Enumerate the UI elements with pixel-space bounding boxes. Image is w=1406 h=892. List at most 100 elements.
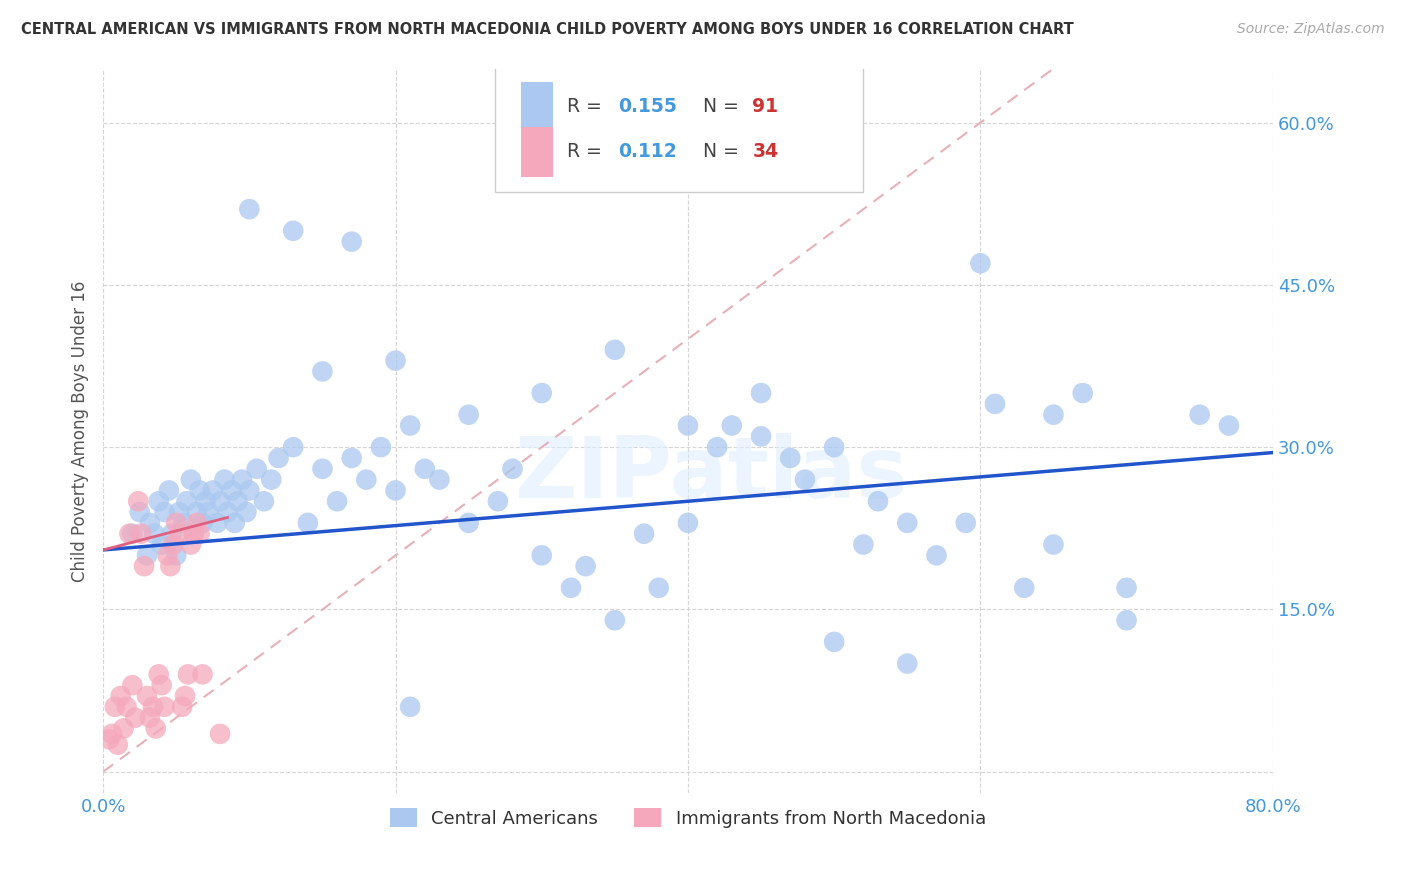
Point [188, 526, 211, 541]
Point [238, 483, 260, 498]
Y-axis label: Child Poverty Among Boys Under 16: Child Poverty Among Boys Under 16 [72, 280, 89, 582]
Point [530, 549, 553, 563]
Point [226, 494, 249, 508]
Point [502, 462, 524, 476]
Point [955, 516, 977, 530]
Point [1042, 408, 1064, 422]
Point [384, 483, 406, 498]
Point [246, 462, 269, 476]
Point [112, 722, 135, 736]
Point [104, 699, 127, 714]
Text: ZIPatlas: ZIPatlas [515, 433, 908, 516]
Point [139, 711, 162, 725]
Point [98, 732, 121, 747]
Point [297, 516, 319, 530]
Point [221, 483, 243, 498]
Point [186, 505, 208, 519]
Point [356, 473, 378, 487]
Point [340, 450, 363, 465]
Text: CENTRAL AMERICAN VS IMMIGRANTS FROM NORTH MACEDONIA CHILD POVERTY AMONG BOYS UND: CENTRAL AMERICAN VS IMMIGRANTS FROM NORT… [21, 22, 1074, 37]
Point [326, 494, 349, 508]
Point [896, 657, 918, 671]
Point [1071, 386, 1094, 401]
Point [153, 699, 176, 714]
Point [267, 450, 290, 465]
Point [311, 364, 333, 378]
Point [173, 516, 195, 530]
Point [156, 549, 179, 563]
Point [180, 473, 202, 487]
Point [197, 505, 219, 519]
Point [143, 526, 166, 541]
Point [150, 678, 173, 692]
Text: 0.155: 0.155 [617, 96, 676, 116]
Point [575, 559, 598, 574]
Point [384, 353, 406, 368]
Point [180, 537, 202, 551]
Point [749, 429, 772, 443]
Point [101, 727, 124, 741]
Point [925, 549, 948, 563]
Point [188, 483, 211, 498]
Point [399, 418, 422, 433]
Point [399, 699, 422, 714]
Text: R =: R = [568, 96, 609, 116]
Point [186, 516, 208, 530]
Point [132, 559, 155, 574]
Point [183, 526, 205, 541]
Point [779, 450, 801, 465]
Point [706, 440, 728, 454]
Point [145, 722, 167, 736]
Text: 91: 91 [752, 96, 779, 116]
Point [183, 526, 205, 541]
Point [603, 613, 626, 627]
Point [142, 699, 165, 714]
Point [235, 505, 257, 519]
Point [823, 635, 845, 649]
Point [647, 581, 669, 595]
Text: 0.112: 0.112 [617, 143, 676, 161]
Point [1115, 613, 1137, 627]
Point [984, 397, 1007, 411]
Point [1218, 418, 1240, 433]
Point [457, 516, 479, 530]
Point [209, 727, 232, 741]
Point [124, 711, 146, 725]
Point [136, 549, 159, 563]
Point [191, 516, 214, 530]
Point [127, 494, 149, 508]
Point [530, 386, 553, 401]
Point [136, 689, 159, 703]
Point [852, 537, 875, 551]
Point [162, 537, 184, 551]
Point [194, 494, 217, 508]
Point [1042, 537, 1064, 551]
Point [167, 505, 190, 519]
Point [139, 516, 162, 530]
Text: N =: N = [703, 143, 745, 161]
Point [110, 689, 132, 703]
Point [128, 505, 150, 519]
Point [172, 699, 194, 714]
Point [603, 343, 626, 357]
Point [560, 581, 582, 595]
Point [165, 549, 187, 563]
Point [148, 667, 170, 681]
Point [1115, 581, 1137, 595]
Text: Source: ZipAtlas.com: Source: ZipAtlas.com [1237, 22, 1385, 37]
Point [150, 537, 173, 551]
Point [253, 494, 276, 508]
Text: N =: N = [703, 96, 745, 116]
Point [129, 526, 152, 541]
Point [157, 483, 180, 498]
Point [201, 483, 224, 498]
Point [676, 418, 699, 433]
Point [160, 526, 183, 541]
Point [311, 462, 333, 476]
Point [340, 235, 363, 249]
Point [224, 516, 246, 530]
Point [720, 418, 742, 433]
Point [896, 516, 918, 530]
Point [1012, 581, 1035, 595]
FancyBboxPatch shape [520, 81, 554, 132]
